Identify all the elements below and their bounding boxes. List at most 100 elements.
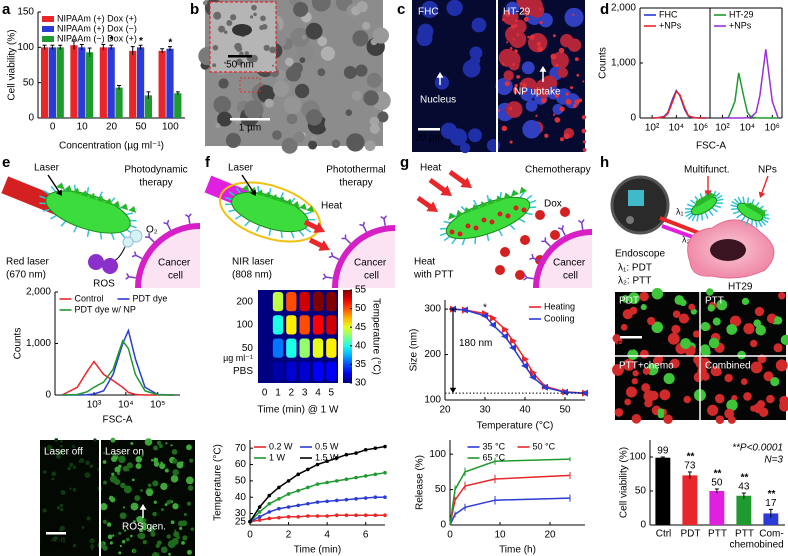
drug-in-particle	[457, 231, 463, 237]
image-label: HT-29	[503, 7, 531, 18]
micrograph-feature	[520, 87, 535, 102]
marker	[257, 510, 262, 514]
arrow-head	[250, 189, 256, 196]
micrograph-feature	[377, 111, 389, 123]
y-tick-label: 0	[28, 113, 34, 124]
marker	[383, 470, 387, 475]
micrograph-feature	[552, 113, 556, 116]
x-tick-label: Ctrl	[656, 529, 672, 540]
micrograph-feature	[320, 46, 336, 61]
micrograph-feature	[69, 462, 74, 468]
drug-in-particle	[513, 205, 519, 211]
y-axis-label: Size (nm)	[409, 329, 420, 372]
micrograph-feature	[167, 540, 176, 549]
micrograph-feature	[286, 113, 298, 125]
cancer-cell	[536, 232, 592, 288]
nanoparticle-ligand	[110, 232, 115, 240]
heatmap-cell	[259, 361, 270, 381]
annotation: (808 nm)	[232, 270, 272, 281]
marker	[334, 479, 339, 483]
micrograph-feature	[495, 77, 513, 96]
micrograph-feature	[160, 546, 168, 554]
micrograph-feature	[164, 503, 168, 507]
legend-label: 35 °C	[483, 441, 506, 451]
marker	[373, 472, 378, 477]
micrograph-feature	[631, 378, 638, 385]
significance-mark: **	[741, 473, 749, 484]
nanoparticle-ligand	[228, 191, 236, 197]
line	[62, 328, 173, 396]
micrograph-feature	[136, 516, 144, 524]
receptor	[341, 234, 351, 244]
nanoparticle-ligand	[685, 212, 693, 218]
micrograph-feature	[462, 59, 481, 78]
nanoparticle-ligand	[525, 212, 533, 216]
micrograph-feature	[217, 111, 233, 127]
micrograph-feature	[572, 104, 577, 108]
panel-label: f	[205, 154, 211, 171]
micrograph-feature	[142, 526, 147, 531]
micrograph-feature	[187, 485, 194, 491]
significance-mark: **	[768, 489, 776, 500]
nanoparticle-bump	[487, 198, 496, 206]
y-tick-label: 40	[235, 492, 247, 503]
receptor	[185, 213, 192, 224]
value-label: 50	[711, 478, 723, 489]
annotation: *	[483, 302, 487, 313]
bar	[136, 47, 145, 119]
micrograph-feature	[671, 324, 681, 334]
micrograph-feature	[770, 376, 780, 387]
nanoparticle-ligand	[443, 235, 451, 242]
micrograph-feature	[614, 336, 623, 345]
micrograph-feature	[183, 512, 187, 517]
micrograph-feature	[148, 526, 156, 533]
y-tick-label: 100	[17, 42, 34, 53]
micrograph-feature	[753, 319, 762, 328]
y-axis-label: Counts	[13, 328, 24, 360]
nanoparticle-bump	[120, 203, 129, 211]
drug-in-particle	[521, 207, 527, 213]
annotation: Dox	[544, 199, 562, 210]
micrograph-feature	[263, 44, 270, 52]
micrograph-feature	[122, 540, 126, 544]
image-label: Combined	[705, 361, 751, 372]
nanoparticle-ligand	[279, 192, 285, 200]
annotation: cell	[168, 271, 183, 282]
nanoparticle-ligand	[473, 199, 478, 207]
micrograph-feature	[54, 438, 59, 442]
x-tick-label: 0	[50, 122, 56, 133]
significance-mark: *	[139, 36, 143, 47]
micrograph-feature	[559, 137, 564, 142]
micrograph-feature	[132, 549, 137, 554]
y-tick-label: 50	[235, 476, 247, 487]
heatmap-cell	[272, 292, 284, 312]
micrograph-feature	[774, 316, 783, 325]
micrograph-feature	[159, 463, 166, 470]
bar	[40, 47, 49, 119]
nanoparticle-ligand	[244, 220, 251, 227]
annotation: Endoscope	[615, 249, 665, 260]
micrograph-feature	[260, 15, 266, 22]
micrograph-feature	[536, 41, 541, 47]
x-tick-label: 1	[275, 388, 281, 399]
value-label: 99	[657, 446, 669, 457]
heatmap-cell	[272, 315, 284, 335]
marker	[306, 485, 310, 490]
heat-arrow	[428, 177, 448, 194]
x-tick-label: 4	[324, 530, 330, 541]
nanoparticle-bump	[448, 212, 456, 220]
micrograph-feature	[107, 534, 113, 540]
nanoparticle-ligand	[225, 196, 233, 201]
micrograph-feature	[126, 462, 134, 469]
micrograph-feature	[90, 544, 95, 549]
oxygen	[122, 236, 134, 248]
micrograph-feature	[166, 534, 171, 539]
micrograph-feature	[223, 30, 228, 34]
micrograph-feature	[72, 487, 77, 492]
micrograph-feature	[299, 57, 306, 63]
micrograph-feature	[290, 27, 310, 48]
bar	[736, 495, 752, 525]
panel-label: b	[190, 1, 199, 18]
nanoparticle	[39, 182, 137, 240]
panel-label: a	[2, 1, 11, 18]
